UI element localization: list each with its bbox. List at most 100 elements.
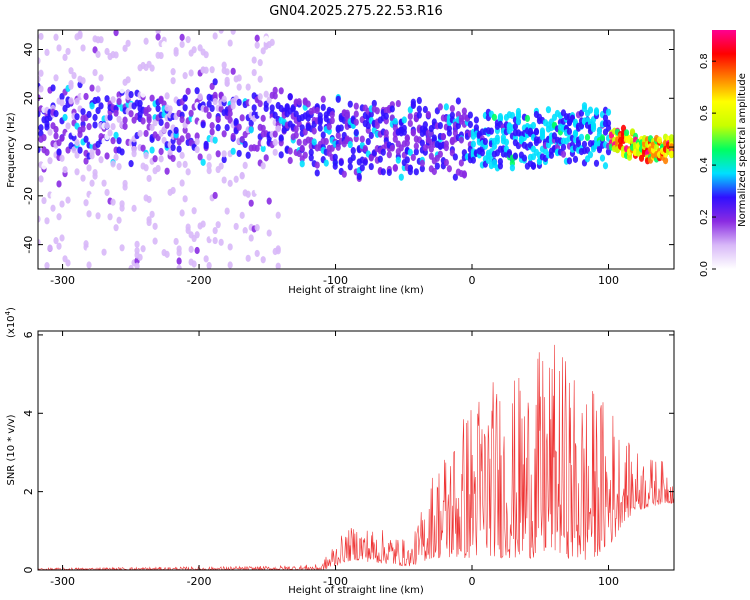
spectrogram-cell bbox=[425, 110, 431, 119]
colorbar-tick-label: 0.6 bbox=[699, 105, 710, 121]
spectrogram-cell bbox=[182, 160, 188, 169]
spectrogram-cell bbox=[359, 164, 365, 172]
spectrogram-cell bbox=[209, 66, 215, 74]
spectrogram-cell bbox=[116, 98, 122, 106]
spectrogram-cell bbox=[101, 179, 107, 187]
spectrogram-cell bbox=[143, 129, 149, 138]
spectrogram-cell bbox=[497, 162, 503, 170]
snr-multiplier-base: (x10 bbox=[6, 315, 17, 338]
snr-x-tick-label: 100 bbox=[598, 575, 619, 588]
spectrogram-cell bbox=[170, 77, 176, 85]
spectrogram-cell bbox=[194, 87, 200, 95]
spectrogram-cell bbox=[452, 173, 458, 181]
spectrogram-cell bbox=[419, 139, 425, 147]
spectrogram-cell bbox=[50, 84, 56, 92]
spectrogram-cell bbox=[602, 114, 609, 122]
spectrogram-cell bbox=[143, 164, 149, 172]
spectrogram-cell bbox=[254, 249, 260, 258]
spectrogram-cell bbox=[146, 113, 152, 121]
spectrogram-cell bbox=[233, 118, 239, 126]
spectrogram-cell bbox=[326, 123, 332, 131]
spectrogram-cell bbox=[278, 87, 284, 95]
spectrogram-x-tick-label: -100 bbox=[323, 274, 348, 287]
spectrogram-cell bbox=[227, 261, 233, 269]
spectrogram-cell bbox=[446, 165, 452, 173]
snr-y-tick-label: 6 bbox=[22, 331, 35, 338]
spectrogram-cell bbox=[347, 140, 353, 149]
spectrogram-cell bbox=[368, 131, 374, 140]
spectrogram-cell bbox=[200, 220, 206, 228]
spectrogram-cell bbox=[386, 151, 392, 159]
spectrogram-cell bbox=[194, 246, 200, 255]
spectrogram-cell bbox=[122, 64, 128, 72]
spectrogram-cell bbox=[548, 151, 555, 159]
spectrogram-cell bbox=[203, 255, 209, 263]
spectrogram-cell bbox=[53, 74, 59, 82]
spectrogram-cell bbox=[119, 148, 125, 156]
spectrogram-cell bbox=[587, 106, 594, 114]
spectrogram-cell bbox=[113, 51, 119, 59]
spectrogram-cell bbox=[317, 116, 323, 124]
spectrogram-cell bbox=[428, 152, 434, 160]
spectrogram-cell bbox=[638, 154, 645, 162]
spectrogram-cell bbox=[164, 250, 170, 258]
spectrogram-cell bbox=[272, 148, 278, 156]
spectrogram-cell bbox=[308, 154, 314, 162]
spectrogram-cell bbox=[395, 156, 401, 164]
spectrogram-cell bbox=[410, 153, 416, 162]
spectrogram-cell bbox=[263, 154, 269, 162]
spectrogram-cell bbox=[188, 69, 194, 77]
spectrogram-cell bbox=[155, 30, 161, 35]
spectrogram-cell bbox=[56, 242, 62, 250]
spectrogram-cell bbox=[203, 106, 209, 114]
spectrogram-cell bbox=[371, 99, 377, 108]
spectrogram-cell bbox=[125, 39, 131, 47]
spectrogram-cell bbox=[209, 128, 215, 136]
spectrogram-cell bbox=[179, 40, 185, 49]
spectrogram-cell bbox=[293, 131, 299, 139]
spectrogram-cell bbox=[338, 124, 344, 132]
spectrogram-cell bbox=[140, 117, 146, 125]
spectrogram-cell bbox=[560, 150, 567, 158]
spectrogram-cell bbox=[134, 262, 140, 269]
spectrogram-cell bbox=[365, 122, 371, 130]
spectrogram-cell bbox=[530, 162, 537, 170]
spectrogram-cell bbox=[206, 161, 212, 170]
spectrogram-cell bbox=[470, 140, 476, 148]
spectrogram-cell bbox=[89, 84, 95, 92]
spectrogram-cell bbox=[125, 76, 131, 84]
spectrogram-cell bbox=[149, 123, 155, 132]
spectrogram-cell bbox=[398, 173, 404, 181]
spectrogram-y-ticks: -40 -20 0 20 40 bbox=[22, 43, 674, 254]
spectrogram-cell bbox=[260, 114, 266, 122]
spectrogram-cell bbox=[59, 81, 65, 89]
spectrogram-cell bbox=[392, 164, 398, 172]
spectrogram-cell bbox=[245, 151, 251, 159]
spectrogram-cell bbox=[227, 109, 233, 118]
spectrogram-cell bbox=[119, 244, 125, 252]
spectrogram-cell bbox=[254, 34, 260, 42]
spectrogram-cell bbox=[275, 262, 281, 269]
spectrogram-cell bbox=[353, 128, 359, 137]
spectrogram-cell bbox=[407, 164, 413, 172]
spectrogram-cell bbox=[314, 106, 320, 115]
spectrogram-cell bbox=[155, 33, 161, 41]
spectrogram-cell bbox=[407, 148, 413, 156]
spectrogram-cell bbox=[83, 135, 89, 143]
spectrogram-cell bbox=[110, 137, 116, 145]
spectrogram-y-tick-label: 20 bbox=[22, 91, 35, 105]
spectrogram-cell bbox=[254, 41, 260, 49]
spectrogram-cell bbox=[215, 150, 221, 158]
spectrogram-cell bbox=[515, 107, 522, 116]
spectrogram-cell bbox=[578, 133, 585, 141]
spectrogram-cell bbox=[203, 142, 209, 150]
spectrogram-cell bbox=[335, 95, 341, 103]
snr-x-tick-label: -100 bbox=[323, 575, 348, 588]
spectrogram-cell bbox=[251, 68, 257, 77]
spectrogram-cell bbox=[74, 113, 80, 121]
spectrogram-cell bbox=[104, 188, 110, 197]
spectrogram-cell bbox=[314, 169, 320, 177]
spectrogram-y-tick-label: -40 bbox=[22, 236, 35, 254]
spectrogram-cell bbox=[182, 72, 188, 80]
spectrogram-cell bbox=[491, 142, 497, 150]
